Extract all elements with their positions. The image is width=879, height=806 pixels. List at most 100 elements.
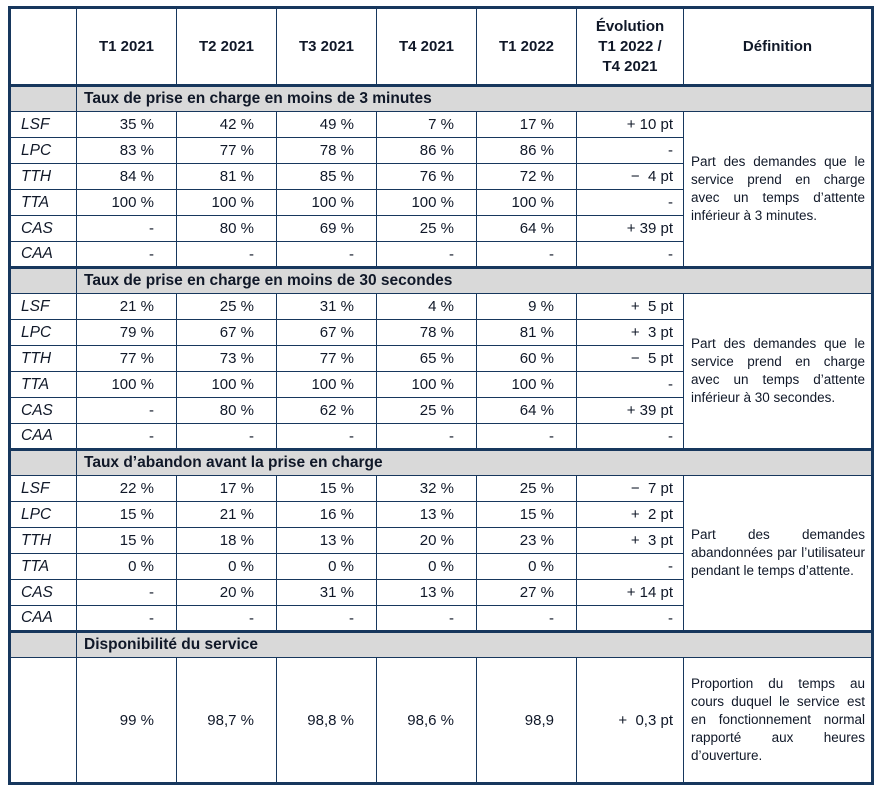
value-cell: 98,9 [476,657,577,784]
value-cell: 25 % [376,397,477,424]
value-cell: 77 % [76,345,177,372]
section-title: Taux de prise en charge en moins de 3 mi… [76,84,873,112]
value-cell: 80 % [176,215,277,242]
value-cell: 21 % [176,501,277,528]
evolution-cell: - [576,137,684,164]
value-cell: 49 % [276,111,377,138]
value-cell: 32 % [376,475,477,502]
value-cell: 9 % [476,293,577,320]
evolution-cell: + 5 pt [576,293,684,320]
value-cell: 0 % [376,553,477,580]
value-cell: - [376,605,477,632]
row-label: CAS [9,215,77,242]
value-cell: 99 % [76,657,177,784]
row-label: CAA [9,423,77,450]
row-label: LPC [9,501,77,528]
value-cell: 20 % [176,579,277,606]
row-label: LSF [9,111,77,138]
value-cell: 98,8 % [276,657,377,784]
value-cell: - [476,423,577,450]
data-row: TTA 100 % 100 % 100 % 100 % 100 % - [9,189,873,216]
value-cell: 64 % [476,397,577,424]
evolution-cell: + 3 pt [576,527,684,554]
value-cell: 100 % [176,189,277,216]
value-cell: 20 % [376,527,477,554]
evolution-cell: - [576,553,684,580]
data-row: 99 % 98,7 % 98,8 % 98,6 % 98,9 + 0,3 pt Propor… [9,657,873,784]
evolution-cell: + 2 pt [576,501,684,528]
value-cell: 98,7 % [176,657,277,784]
value-cell: 78 % [276,137,377,164]
column-header-definition: Définition [683,7,873,87]
value-cell: 35 % [76,111,177,138]
data-row: CAS -80 % 62 % 25 % 64 % + 39 pt [9,397,873,424]
value-cell: - [376,423,477,450]
value-cell: - [276,241,377,268]
value-cell: 0 % [176,553,277,580]
value-cell: 22 % [76,475,177,502]
value-cell: 100 % [76,189,177,216]
value-cell: 77 % [176,137,277,164]
section-header-row: Taux d’abandon avant la prise en charge [9,448,873,476]
value-cell: - [76,397,177,424]
row-label: CAS [9,397,77,424]
statistics-table: T1 2021 T2 2021 T3 2021 T4 2021 T1 2022 … [8,6,874,785]
value-cell: 81 % [476,319,577,346]
value-cell: 4 % [376,293,477,320]
column-header-evolution: Évolution T1 2022 / T4 2021 [576,7,684,87]
row-label: CAS [9,579,77,606]
value-cell: 100 % [276,189,377,216]
value-cell: 100 % [276,371,377,398]
evolution-cell: - [576,423,684,450]
value-cell: 15 % [476,501,577,528]
column-header-t2-2021: T2 2021 [176,7,277,87]
value-cell: - [76,579,177,606]
value-cell: 25 % [376,215,477,242]
value-cell: 23 % [476,527,577,554]
column-header-row: T1 2021 T2 2021 T3 2021 T4 2021 T1 2022 … [9,7,873,87]
value-cell: 25 % [176,293,277,320]
value-cell: 100 % [76,371,177,398]
row-label: CAA [9,605,77,632]
value-cell: 62 % [276,397,377,424]
row-label: LSF [9,293,77,320]
row-label: TTH [9,163,77,190]
value-cell: - [376,241,477,268]
value-cell: 86 % [376,137,477,164]
value-cell: 85 % [276,163,377,190]
definition-cell: Part des demandes que le service prend e… [683,111,873,268]
data-row: CAA - - - - - - [9,605,873,632]
value-cell: 27 % [476,579,577,606]
evolution-cell: + 0,3 pt [576,657,684,784]
row-label: TTH [9,527,77,554]
value-cell: - [76,241,177,268]
value-cell: 98,6 % [376,657,477,784]
value-cell: 7 % [376,111,477,138]
value-cell: - [76,215,177,242]
value-cell: 73 % [176,345,277,372]
value-cell: 65 % [376,345,477,372]
data-row: CAS -20 % 31 % 13 % 27 % + 14 pt [9,579,873,606]
section-header-spacer [9,630,77,658]
value-cell: 15 % [276,475,377,502]
value-cell: - [476,241,577,268]
value-cell: - [476,605,577,632]
value-cell: 100 % [376,371,477,398]
value-cell: 31 % [276,579,377,606]
value-cell: 60 % [476,345,577,372]
value-cell: 77 % [276,345,377,372]
value-cell: 13 % [276,527,377,554]
evolution-cell: + 39 pt [576,215,684,242]
section-header-row: Taux de prise en charge en moins de 30 s… [9,266,873,294]
column-header-t3-2021: T3 2021 [276,7,377,87]
value-cell: 80 % [176,397,277,424]
value-cell: 81 % [176,163,277,190]
section-title: Taux d’abandon avant la prise en charge [76,448,873,476]
section-header-spacer [9,448,77,476]
value-cell: 84 % [76,163,177,190]
column-header-t1-2021: T1 2021 [76,7,177,87]
definition-cell: Part des demandes que le service prend e… [683,293,873,450]
value-cell: - [176,423,277,450]
data-row: LSF 21 % 25 % 31 % 4 % 9 % + 5 pt Part des dema… [9,293,873,450]
evolution-cell: − 4 pt [576,163,684,190]
